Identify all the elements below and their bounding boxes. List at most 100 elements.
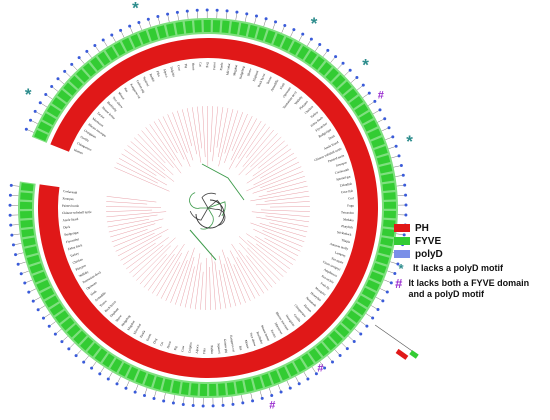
polyd-dot: [254, 14, 258, 18]
polyd-dot: [119, 28, 123, 32]
legend-item-polyd: polyD: [394, 248, 544, 260]
branch-line: [246, 152, 295, 184]
fyve-domain-mark: [357, 295, 372, 308]
polyd-dot: [133, 390, 137, 394]
polyd-dot: [383, 117, 387, 121]
leaf-label: Flycatcher: [66, 237, 81, 244]
polyd-dot: [396, 262, 400, 266]
leaf-label: Marmoset: [274, 322, 284, 335]
leaf-label: Dolphin: [188, 342, 193, 353]
fyve-domain-mark: [341, 317, 356, 331]
branch-line: [110, 223, 156, 238]
branch-line: [197, 106, 202, 149]
fyve-domain-mark: [126, 366, 139, 381]
leaf-label: Chimpanzee: [76, 141, 93, 152]
fyve-domain-mark: [171, 380, 181, 394]
branch-line: [211, 252, 217, 310]
fyve-domain-mark: [20, 192, 33, 201]
polyd-dot: [215, 8, 219, 12]
branch-line: [120, 235, 162, 261]
fyve-domain-mark: [218, 383, 226, 396]
polyd-dot: [404, 193, 408, 197]
green-swatch-icon: [394, 237, 410, 245]
polyd-dot: [403, 183, 407, 187]
polyd-dot: [47, 324, 51, 328]
leaf-label: Gorilla: [293, 313, 302, 323]
leaf-label: Platypus: [298, 99, 309, 110]
fyve-domain-mark: [261, 373, 272, 388]
leaf-label: Turkey: [70, 251, 80, 258]
fyve-domain-mark: [34, 129, 48, 142]
branch-line: [133, 137, 174, 176]
leaf-label: Rabbit: [149, 73, 156, 82]
leaf-label: Squirrel: [142, 76, 150, 87]
leaf-label: Orangutan: [285, 314, 296, 328]
polyd-dot: [270, 393, 274, 397]
legend-star-text: It lacks a polyD motif: [413, 263, 504, 273]
branch-line: [216, 107, 224, 148]
branch-line: [256, 216, 309, 228]
polyd-dot: [16, 262, 20, 266]
branch-line: [115, 232, 155, 252]
branch-line: [167, 114, 191, 167]
leaf-label: Chicken: [72, 257, 84, 265]
leaf-label: Tenrec: [266, 75, 274, 85]
star-icon: *: [25, 85, 32, 104]
leaf-label: Guinea pig: [223, 339, 229, 354]
polyd-dot: [201, 404, 205, 408]
branch-line: [129, 244, 164, 274]
fyve-domain-mark: [76, 69, 90, 83]
branch-line: [147, 253, 175, 291]
polyd-dot: [345, 347, 349, 351]
leaf-label: Tilapia: [341, 238, 351, 244]
leaf-label: Budgerigar: [64, 230, 80, 237]
branch-line: [126, 237, 169, 270]
polyd-dot: [106, 377, 110, 381]
polyd-dot: [152, 396, 156, 400]
leaf-label: Turkey: [309, 110, 319, 119]
polyd-dot: [115, 382, 119, 386]
branch-line: [245, 126, 270, 158]
polyd-dot: [185, 9, 189, 13]
fyve-domain-mark: [199, 383, 208, 396]
fyve-domain-mark: [175, 21, 185, 35]
polyd-dot: [394, 144, 398, 148]
branch-line: [231, 113, 248, 151]
fyve-domain-mark: [278, 366, 290, 381]
fyve-domain-mark: [256, 27, 267, 41]
leaf-label: Hedgehog: [120, 314, 131, 327]
branch-line: [260, 209, 310, 212]
polyd-dot: [101, 38, 105, 42]
fyve-domain-mark: [349, 96, 364, 109]
branch-line: [106, 209, 153, 212]
fyve-domain-mark: [21, 228, 35, 238]
polyd-dot: [231, 402, 235, 406]
fyve-domain-mark: [153, 376, 164, 390]
fyve-domain-mark: [19, 201, 33, 209]
leaf-label: Wallaby: [294, 95, 304, 106]
fyve-domain-mark: [42, 113, 57, 126]
fyve-domain-mark: [60, 317, 75, 331]
leaf-label: Lamprey: [334, 250, 347, 258]
branch-line: [227, 257, 246, 303]
star-icon: *: [362, 56, 369, 75]
leaf-label: Ferret: [212, 62, 216, 70]
polyd-dot: [283, 24, 287, 28]
polyd-dot: [146, 17, 150, 21]
polyd-dot: [77, 56, 81, 60]
branch-line: [246, 255, 273, 288]
polyd-dot: [341, 61, 345, 65]
polyd-dot: [245, 12, 249, 16]
branch-line: [264, 237, 299, 257]
polyd-dot: [401, 173, 405, 177]
leaf-label: Cat: [198, 62, 202, 67]
polyd-dot: [301, 32, 305, 36]
fyve-domain-mark: [239, 22, 249, 37]
legend-label-ph: PH: [415, 222, 429, 234]
leaf-label: Bushbaby: [106, 101, 118, 113]
fyve-domain-mark: [209, 383, 217, 396]
branch-line: [214, 261, 222, 310]
branch-line: [252, 175, 305, 194]
polyd-dot: [361, 83, 365, 87]
branch-line: [247, 240, 287, 274]
